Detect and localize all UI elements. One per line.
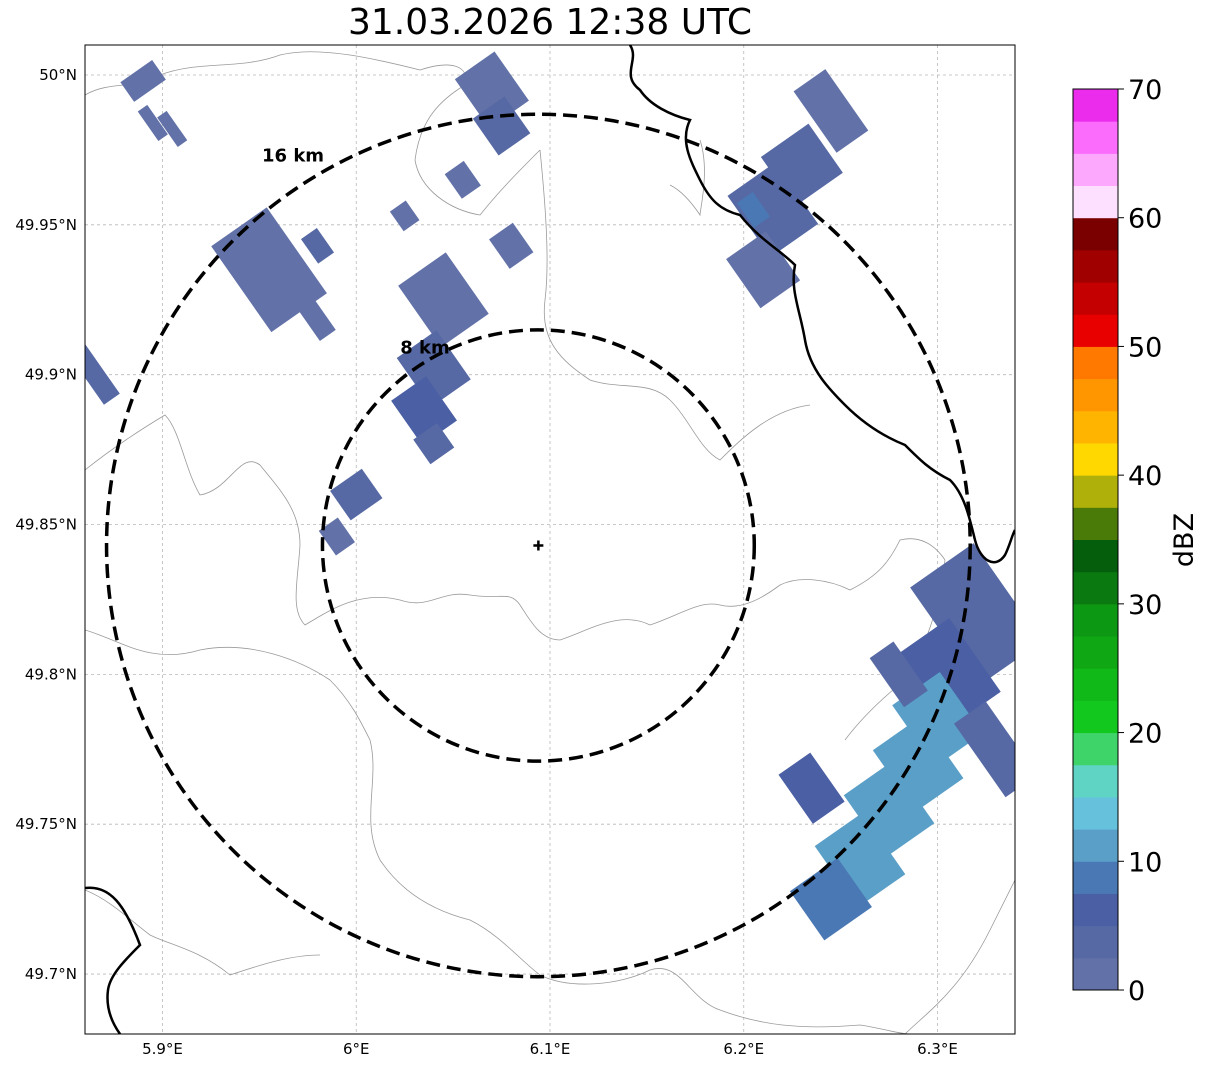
colorbar-segment (1073, 507, 1118, 540)
admin-boundary (904, 879, 1015, 1034)
colorbar-segment (1073, 603, 1118, 637)
colorbar-tick-label: 20 (1128, 719, 1162, 750)
echo-se-5 (843, 761, 935, 857)
colorbar-segment (1073, 700, 1118, 734)
echo-w-2 (318, 517, 355, 556)
admin-boundary (85, 414, 946, 641)
colorbar-segment (1073, 346, 1118, 380)
admin-boundary (539, 968, 911, 1034)
colorbar-segment (1073, 636, 1118, 669)
colorbar-segment (1073, 89, 1118, 122)
echo-nw-1 (120, 60, 166, 102)
admin-boundary (669, 139, 705, 217)
colorbar-tick-label: 30 (1128, 590, 1162, 621)
colorbar-segment (1073, 764, 1118, 798)
echo-w-3 (85, 344, 120, 405)
lon-tick-label: 5.9°E (142, 1040, 183, 1058)
colorbar-segment (1073, 249, 1118, 283)
colorbar-segment (1073, 571, 1118, 605)
echo-ne-3 (727, 162, 819, 258)
admin-boundary (85, 629, 541, 976)
colorbar-segment (1073, 217, 1118, 251)
national-border-sw (85, 886, 142, 1034)
echo-ne-5 (736, 192, 770, 228)
echo-se-1 (910, 543, 1015, 686)
echo-n-3 (444, 160, 481, 199)
colorbar-segment (1073, 893, 1118, 927)
colorbar-label: dBZ (1169, 513, 1200, 567)
colorbar-segment (1073, 282, 1118, 315)
colorbar-segment (1073, 539, 1118, 573)
colorbar-segment (1073, 153, 1118, 187)
colorbar-segment (1073, 796, 1118, 830)
colorbar-segment (1073, 668, 1118, 701)
admin-boundary (85, 51, 541, 216)
echo-c-1 (398, 252, 489, 348)
admin-boundary (539, 149, 811, 461)
colorbar-segment (1073, 829, 1118, 862)
range-ring (320, 328, 757, 763)
echo-se-10 (953, 701, 1015, 798)
colorbar-frame (1072, 88, 1119, 991)
national-border (628, 45, 1015, 564)
colorbar-segment (1073, 732, 1118, 766)
lat-tick-label: 49.8°N (25, 665, 77, 683)
echo-n-4 (489, 222, 534, 269)
echo-n-2 (472, 96, 531, 156)
range-ring (104, 112, 972, 979)
echo-c-2 (396, 330, 471, 408)
colorbar-segment (1073, 378, 1118, 412)
colorbar-tick-label: 0 (1128, 976, 1145, 1007)
colorbar-segment (1073, 121, 1118, 154)
echo-n-5 (389, 200, 420, 232)
echo-nw-5 (300, 227, 335, 264)
echo-c-4 (413, 422, 455, 465)
lat-tick-label: 49.7°N (25, 965, 77, 983)
lon-tick-label: 6°E (343, 1040, 370, 1058)
colorbar-segment (1073, 957, 1118, 991)
echo-ne-1 (793, 69, 869, 153)
echo-w-1 (330, 468, 383, 521)
echo-ne-4 (726, 231, 801, 309)
lat-tick-label: 50°N (39, 66, 77, 84)
lat-tick-label: 49.95°N (15, 216, 77, 234)
map-frame (84, 44, 1016, 1035)
colorbar-segment (1073, 314, 1118, 347)
colorbar-segment (1073, 185, 1118, 219)
colorbar-tick-label: 10 (1128, 847, 1162, 878)
echo-se-6 (814, 812, 906, 908)
colorbar-segment (1073, 475, 1118, 508)
echo-se-9 (869, 641, 928, 708)
range-ring-label: 16 km (262, 146, 324, 167)
lon-tick-label: 6.3°E (917, 1040, 958, 1058)
colorbar-segment (1073, 861, 1118, 894)
lon-tick-label: 6.1°E (530, 1040, 571, 1058)
admin-boundary (85, 889, 321, 976)
map-content: 8 km 16 km (85, 45, 1015, 1034)
colorbar-segment (1073, 442, 1118, 476)
colorbar-tick-label: 40 (1128, 461, 1162, 492)
echo-se-2 (893, 618, 1001, 731)
map-title: 31.03.2026 12:38 UTC (347, 2, 753, 43)
lon-tick-label: 6.2°E (723, 1040, 764, 1058)
lat-tick-label: 49.9°N (25, 366, 77, 384)
colorbar-segment (1073, 410, 1118, 444)
colorbar-tick-label: 70 (1128, 75, 1162, 106)
lat-tick-label: 49.75°N (15, 815, 77, 833)
echo-nw-6 (299, 300, 336, 342)
echo-c-3 (391, 376, 457, 445)
lat-tick-label: 49.85°N (15, 516, 77, 534)
echo-se-4 (872, 716, 964, 812)
range-ring-label: 8 km (400, 338, 450, 359)
echo-nw-2 (137, 104, 168, 141)
echo-nw-3 (157, 110, 188, 147)
echo-se-8 (778, 752, 845, 824)
colorbar-segment (1073, 925, 1118, 959)
colorbar-tick-label: 60 (1128, 204, 1162, 235)
colorbar-tick-label: 50 (1128, 332, 1162, 363)
echo-nw-4 (211, 207, 327, 333)
